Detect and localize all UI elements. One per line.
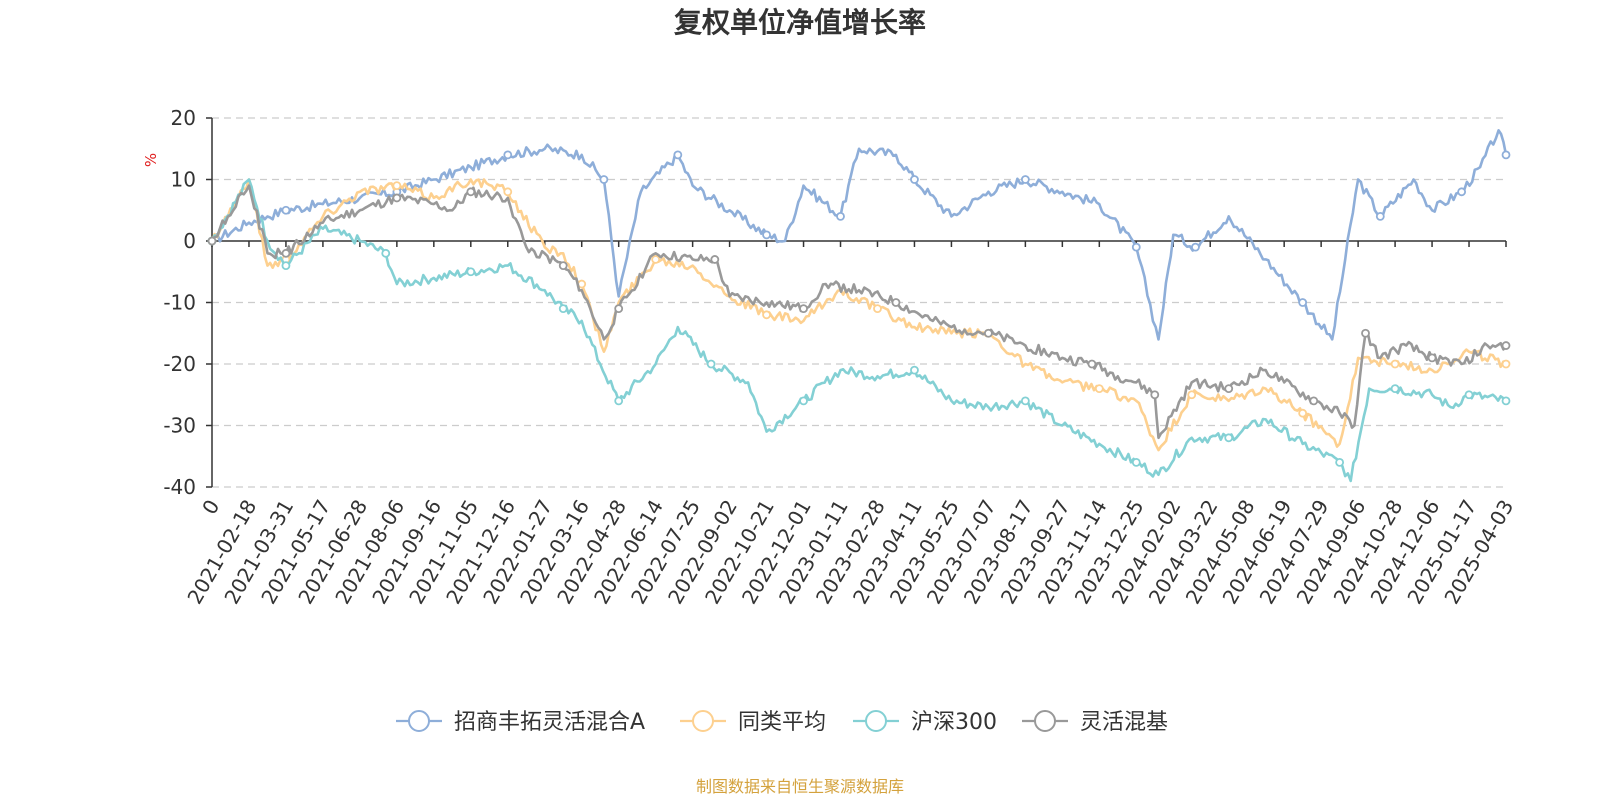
series-point[interactable]: [1335, 457, 1345, 467]
series-point[interactable]: [1464, 390, 1474, 400]
series-point[interactable]: [1191, 242, 1200, 252]
y-tick-label: -40: [163, 475, 196, 499]
legend-label: 招商丰拓灵活混合A: [454, 710, 645, 735]
series-point[interactable]: [1427, 353, 1437, 363]
series-point[interactable]: [891, 298, 901, 307]
series-point[interactable]: [1131, 242, 1141, 252]
series-point[interactable]: [984, 328, 993, 338]
series-point[interactable]: [1375, 211, 1385, 221]
series-point[interactable]: [281, 248, 291, 258]
series-point[interactable]: [710, 255, 720, 264]
legend-item[interactable]: 灵活混基: [1022, 710, 1168, 735]
series-point[interactable]: [1298, 298, 1308, 307]
series-point[interactable]: [207, 236, 217, 246]
series-point[interactable]: [706, 359, 716, 369]
series-point[interactable]: [392, 181, 402, 191]
y-tick-label: 20: [171, 106, 196, 130]
series-point[interactable]: [1187, 390, 1197, 400]
y-tick-label: 10: [171, 168, 196, 192]
y-tick-label: -20: [163, 352, 196, 376]
series-point[interactable]: [281, 261, 291, 271]
series-point[interactable]: [1309, 396, 1319, 406]
series-point[interactable]: [651, 255, 661, 264]
series-point[interactable]: [281, 205, 291, 215]
series-line: [210, 184, 1508, 440]
data-source-note: 制图数据来自恒生聚源数据库: [696, 777, 904, 796]
series-point[interactable]: [1298, 408, 1308, 418]
series-point[interactable]: [558, 304, 568, 314]
legend-item[interactable]: 同类平均: [680, 710, 826, 735]
x-tick-labels: 02021-02-182021-03-312021-05-172021-06-2…: [182, 496, 1518, 609]
legend-marker: [408, 710, 430, 732]
series-point[interactable]: [599, 175, 609, 184]
y-tick-labels: 20 10 0 -10 -20 -30 -40: [163, 106, 196, 499]
series-point[interactable]: [1390, 384, 1400, 394]
series-point[interactable]: [1020, 175, 1030, 184]
legend-marker: [1034, 710, 1056, 732]
y-tick-label: 0: [183, 229, 196, 253]
chart-title: 复权单位净值增长率: [674, 6, 926, 39]
legend-marker: [865, 710, 887, 732]
y-tick-label: -30: [163, 414, 196, 438]
legend-label: 灵活混基: [1080, 710, 1168, 735]
y-tick-label: -10: [163, 291, 196, 315]
series-point[interactable]: [392, 193, 402, 203]
series-point[interactable]: [466, 267, 476, 277]
y-axis-unit: %: [142, 153, 160, 167]
series-point[interactable]: [1390, 359, 1400, 369]
legend-item[interactable]: 招商丰拓灵活混合A: [396, 710, 645, 735]
series-point[interactable]: [799, 304, 808, 314]
series-point[interactable]: [503, 150, 513, 160]
x-tick-label: 0: [197, 496, 224, 519]
legend-label: 沪深300: [911, 710, 997, 735]
axes: [206, 117, 1507, 488]
series-point[interactable]: [673, 150, 683, 160]
series-point[interactable]: [1150, 390, 1160, 400]
series-point[interactable]: [1094, 384, 1104, 394]
series-point[interactable]: [910, 365, 919, 375]
series-point[interactable]: [1224, 384, 1234, 394]
series-point[interactable]: [614, 304, 624, 314]
legend-label: 同类平均: [738, 710, 826, 735]
series-point[interactable]: [762, 310, 771, 320]
series-point[interactable]: [1224, 433, 1234, 443]
series-point[interactable]: [799, 396, 808, 406]
series-point[interactable]: [1131, 457, 1141, 467]
series-point[interactable]: [1501, 150, 1511, 160]
series-point[interactable]: [1087, 359, 1097, 369]
legend[interactable]: 招商丰拓灵活混合A 同类平均 沪深300 灵活混基: [396, 710, 1168, 735]
series-point[interactable]: [381, 248, 391, 258]
series-point[interactable]: [503, 187, 513, 197]
series-point[interactable]: [1501, 341, 1511, 350]
series-point[interactable]: [910, 175, 919, 184]
series-point[interactable]: [1457, 187, 1467, 197]
series-point[interactable]: [1020, 396, 1030, 406]
series-point[interactable]: [466, 187, 476, 197]
series-point[interactable]: [1361, 328, 1370, 338]
series-point[interactable]: [873, 304, 882, 314]
series-point[interactable]: [836, 211, 845, 221]
series-lines: [207, 129, 1511, 483]
legend-marker: [692, 710, 714, 732]
series-point[interactable]: [558, 261, 568, 271]
series-point[interactable]: [1501, 359, 1511, 369]
series-line: [210, 178, 1507, 483]
legend-item[interactable]: 沪深300: [853, 710, 997, 735]
series-point[interactable]: [614, 396, 624, 406]
series-point[interactable]: [1501, 396, 1511, 406]
series-line: [210, 129, 1508, 341]
series-point[interactable]: [762, 230, 771, 240]
